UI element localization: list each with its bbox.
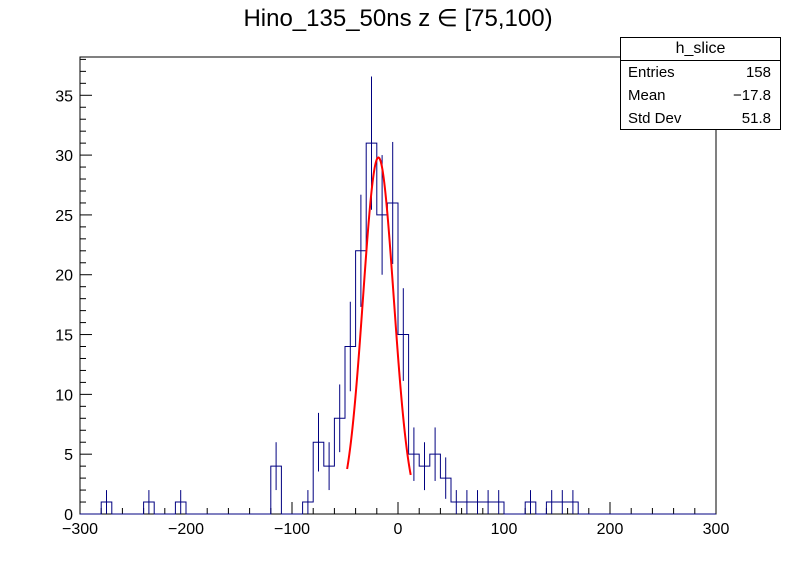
stats-value: −17.8 — [733, 87, 771, 104]
y-tick-label: 35 — [55, 88, 73, 105]
stats-value: 158 — [745, 64, 771, 81]
y-tick-label: 5 — [64, 447, 73, 464]
stats-value: 51.8 — [741, 110, 771, 127]
x-tick-label: −100 — [274, 521, 310, 538]
y-tick-label: 0 — [64, 507, 73, 524]
gaussian-fit-curve — [346, 156, 412, 476]
x-tick-label: −300 — [62, 521, 98, 538]
y-tick-label: 10 — [55, 387, 73, 404]
y-tick-label: 25 — [55, 208, 73, 225]
x-tick-label: 300 — [703, 521, 730, 538]
x-tick-label: 200 — [597, 521, 624, 538]
x-tick-label: −200 — [168, 521, 204, 538]
stats-label: Std Dev — [628, 110, 682, 127]
x-tick-label: 100 — [491, 521, 518, 538]
y-tick-label: 15 — [55, 328, 73, 345]
stats-box: h_slice Entries 158 Mean −17.8 Std Dev 5… — [620, 37, 781, 130]
stats-row-stddev: Std Dev 51.8 — [621, 107, 780, 130]
histogram-outline — [80, 142, 716, 515]
stats-row-entries: Entries 158 — [621, 61, 780, 84]
y-tick-label: 30 — [55, 148, 73, 165]
x-tick-label: 0 — [394, 521, 403, 538]
stats-row-mean: Mean −17.8 — [621, 84, 780, 107]
stats-label: Entries — [628, 64, 675, 81]
chart-title: Hino_135_50ns z ∈ [75,100) — [243, 5, 553, 32]
stats-label: Mean — [628, 87, 666, 104]
stats-box-title: h_slice — [621, 38, 780, 61]
y-tick-label: 20 — [55, 268, 73, 285]
